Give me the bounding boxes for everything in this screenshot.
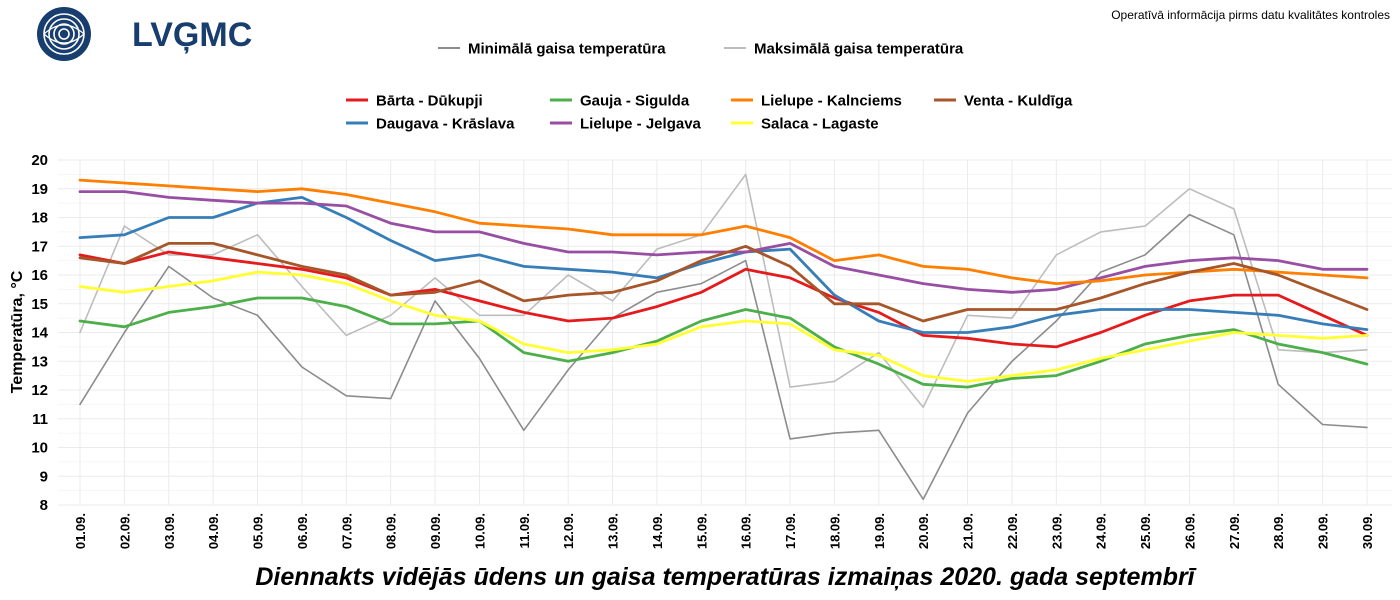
x-tick-label: 13.09. [606,513,621,549]
x-tick-label: 22.09. [1005,513,1020,549]
x-tick-label: 06.09. [295,513,310,549]
x-tick-label: 28.09. [1271,513,1286,549]
series-line-barta-dukupji [78,250,1369,349]
x-tick-label: 23.09. [1049,513,1064,549]
legend-label-daugava-kraslava: Daugava - Krāslava [376,116,515,133]
lvgmc-logo: LVĢMC [36,6,252,62]
series-line-max-air-temperature [79,173,1368,409]
x-tick-label: 14.09. [650,513,665,549]
y-tick-label: 9 [40,468,48,485]
x-tick-label: 16.09. [739,513,754,549]
y-tick-label: 13 [31,353,48,370]
x-tick-label: 09.09. [428,513,443,549]
chart-title: Diennakts vidējās ūdens un gaisa tempera… [255,563,1195,591]
x-tick-label: 05.09. [251,513,266,549]
x-tick-label: 11.09. [517,513,532,548]
series-line-lielupe-kalnciems [78,178,1369,286]
legend-label-min-air-temperature: Minimālā gaisa temperatūra [468,41,666,58]
y-tick-label: 16 [31,267,48,284]
grid [58,159,1392,506]
y-tick-label: 19 [31,181,48,198]
x-tick-label: 17.09. [783,513,798,549]
globe-icon [37,7,91,61]
x-tick-label: 18.09. [827,513,842,549]
series-line-daugava-kraslava [78,195,1369,334]
legend-label-salaca-lagaste: Salaca - Lagaste [761,116,879,133]
x-tick-label: 02.09. [117,513,132,549]
x-tick-label: 21.09. [961,513,976,549]
x-tick-label: 01.09. [73,513,88,549]
series-line-min-air-temperature [79,213,1368,501]
y-tick-label: 15 [31,296,48,313]
legend-label-lielupe-jelgava: Lielupe - Jelgava [580,116,702,133]
legend-label-lielupe-kalnciems: Lielupe - Kalnciems [761,93,902,110]
x-axis: 01.09. 02.09. 03.09. 04.09. 05.09. 06.09. 07.0… [73,513,1375,549]
legend-label-barta-dukupji: Bārta - Dūkupji [376,93,483,110]
x-tick-label: 03.09. [162,513,177,549]
y-tick-label: 17 [31,238,48,255]
x-tick-label: 25.09. [1138,513,1153,549]
y-tick-label: 14 [31,325,48,342]
x-tick-label: 27.09. [1227,513,1242,549]
x-tick-label: 19.09. [872,513,887,549]
x-tick-label: 24.09. [1094,513,1109,549]
legend: Minimālā gaisa temperatūra Maksimālā gais… [346,41,1073,133]
x-tick-label: 07.09. [339,513,354,549]
x-tick-label: 29.09. [1316,513,1331,549]
x-tick-label: 30.09. [1360,513,1375,549]
x-tick-label: 08.09. [384,513,399,549]
disclaimer-note: Operatīvā informācija pirms datu kvalitā… [1111,8,1390,22]
x-tick-label: 12.09. [561,513,576,549]
legend-label-max-air-temperature: Maksimālā gaisa temperatūra [754,41,964,58]
legend-label-venta-kuldiga: Venta - Kuldīga [964,93,1073,110]
logo-text: LVĢMC [132,16,253,54]
x-tick-label: 15.09. [694,513,709,549]
y-tick-label: 10 [31,440,48,457]
x-tick-label: 04.09. [206,513,221,549]
y-axis-label: Temperatūra, °C [9,270,26,393]
y-tick-label: 12 [31,382,48,399]
y-axis: 8 9 10 11 12 13 14 15 16 17 18 19 20 [31,152,48,514]
x-tick-label: 10.09. [472,513,487,549]
y-tick-label: 11 [32,411,48,428]
y-tick-label: 8 [40,497,48,514]
legend-label-gauja-sigulda: Gauja - Sigulda [580,93,690,110]
series-line-gauja-sigulda [78,296,1369,389]
y-tick-label: 20 [31,152,48,169]
x-tick-label: 26.09. [1182,513,1197,549]
y-tick-label: 18 [31,210,48,227]
x-tick-label: 20.09. [916,513,931,549]
series-line-salaca-lagaste [78,270,1369,383]
series-lines [78,173,1369,501]
series-line-venta-kuldiga [78,241,1369,323]
